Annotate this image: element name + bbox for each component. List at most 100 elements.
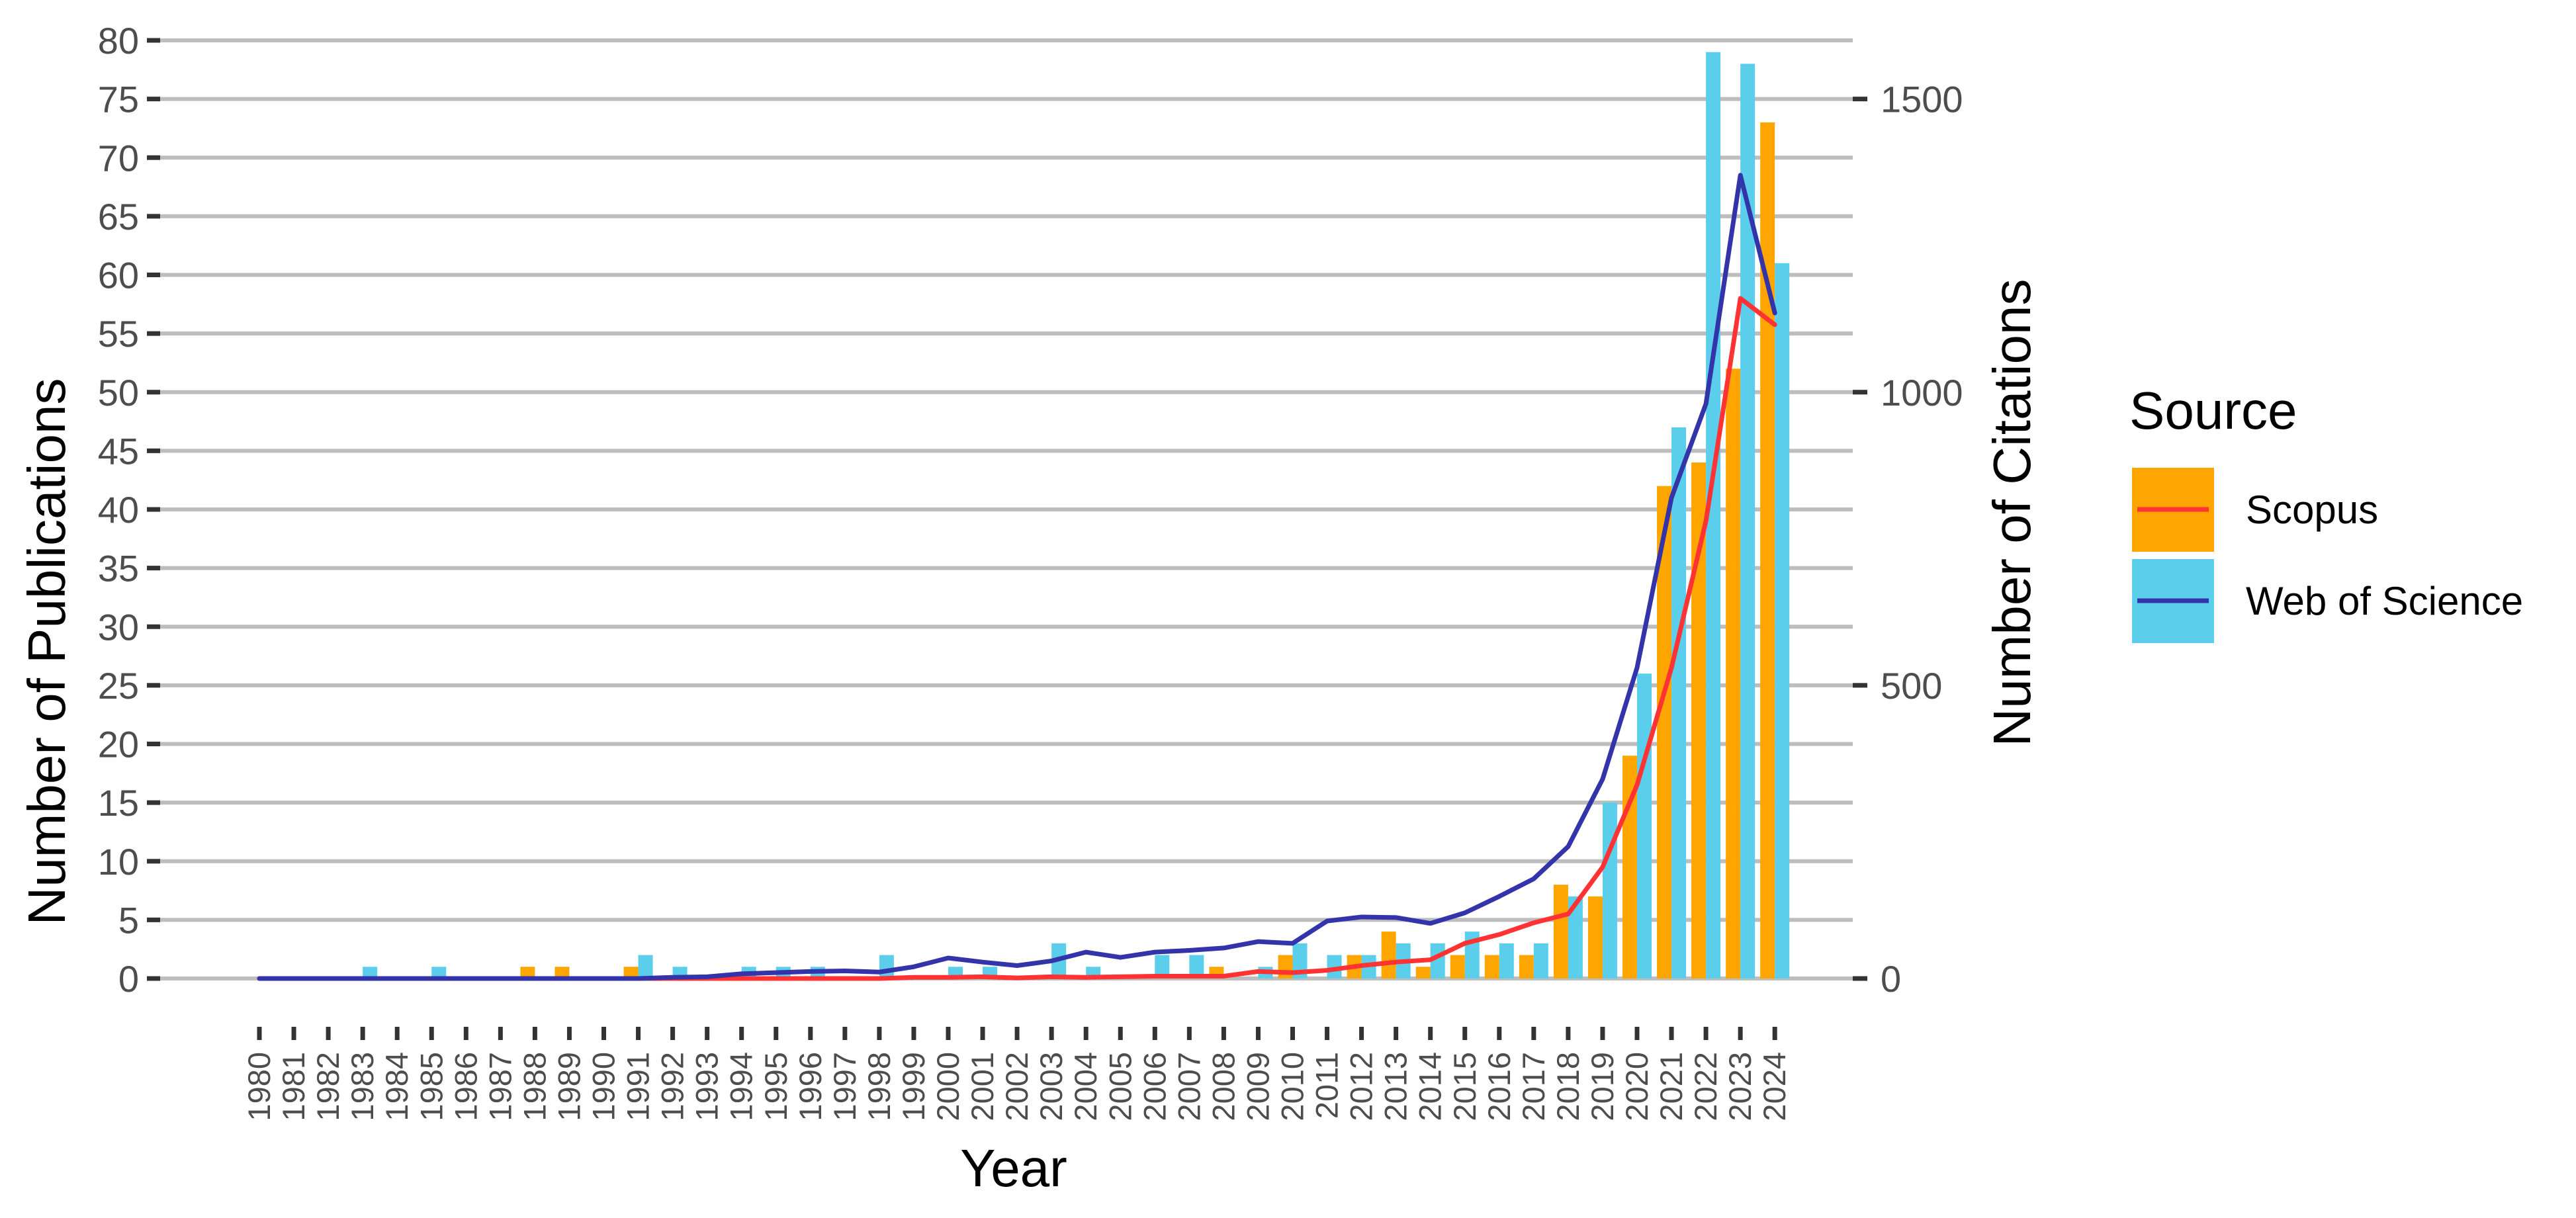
x-tick-label: 2005 bbox=[1102, 1052, 1137, 1121]
y-tick-label: 30 bbox=[98, 606, 139, 648]
y-axis-title: Number of Publications bbox=[17, 378, 76, 925]
y-tick-label: 25 bbox=[98, 665, 139, 707]
x-tick-label: 2003 bbox=[1034, 1052, 1069, 1121]
bar-scopus bbox=[1381, 932, 1396, 979]
x-tick-label: 1997 bbox=[827, 1052, 862, 1121]
bar-web-of-science bbox=[1637, 674, 1652, 979]
x-tick-label: 2001 bbox=[965, 1052, 1000, 1121]
line-scopus-citations bbox=[257, 296, 1777, 981]
y-tick-label: 75 bbox=[98, 79, 139, 120]
x-tick-label: 1987 bbox=[482, 1052, 517, 1121]
bar-web-of-science bbox=[638, 955, 653, 979]
bar-scopus bbox=[623, 967, 639, 979]
legend-label: Scopus bbox=[2246, 488, 2378, 532]
bar-scopus bbox=[555, 967, 570, 979]
x-tick-label: 2009 bbox=[1240, 1052, 1275, 1121]
x-tick-label: 1994 bbox=[724, 1052, 759, 1121]
bar-scopus bbox=[1760, 122, 1775, 979]
secondary-y-axis-title: Number of Citations bbox=[1982, 279, 2041, 747]
x-tick-label: 1986 bbox=[448, 1052, 483, 1121]
x-tick-label: 1984 bbox=[379, 1052, 414, 1121]
x-tick-label: 1996 bbox=[793, 1052, 828, 1121]
x-tick-label: 2004 bbox=[1068, 1052, 1103, 1121]
bar-web-of-science bbox=[1671, 427, 1687, 979]
legend: Source Scopus Web of Science bbox=[2129, 381, 2523, 643]
x-tick-label: 2024 bbox=[1757, 1052, 1792, 1121]
x-tick-label: 2012 bbox=[1344, 1052, 1379, 1121]
bar-web-of-science bbox=[1602, 803, 1617, 979]
y-tick-label: 40 bbox=[98, 489, 139, 531]
y2-tick-label: 500 bbox=[1881, 665, 1942, 707]
y-tick-label: 0 bbox=[118, 958, 139, 1000]
axis-layer: 0 5 10 15 20 25 30 35 40 45 50 55 60 65 70 75 80 0 500 1000… bbox=[98, 20, 1963, 1121]
y-tick-label: 55 bbox=[98, 313, 139, 355]
x-tick-label: 2014 bbox=[1413, 1052, 1448, 1121]
x-tick-label: 2011 bbox=[1310, 1052, 1345, 1119]
x-tick-label: 1999 bbox=[896, 1052, 931, 1121]
bar-web-of-science bbox=[1568, 896, 1583, 979]
x-tick-label: 2002 bbox=[999, 1052, 1034, 1121]
line-web-of-science-citations bbox=[257, 173, 1777, 981]
x-tick-label: 1988 bbox=[517, 1052, 552, 1121]
bar-web-of-science bbox=[879, 955, 894, 979]
y-tick-label: 80 bbox=[98, 20, 139, 62]
x-tick-label: 1991 bbox=[621, 1052, 656, 1121]
x-tick-label: 2018 bbox=[1550, 1052, 1585, 1121]
bar-scopus bbox=[1657, 486, 1672, 979]
bar-web-of-science bbox=[1740, 64, 1755, 979]
y-tick-label: 35 bbox=[98, 548, 139, 589]
line-layer bbox=[257, 173, 1777, 981]
x-tick-label: 2023 bbox=[1722, 1052, 1757, 1121]
bar-scopus bbox=[1587, 896, 1603, 979]
x-tick-label: 1992 bbox=[655, 1052, 690, 1121]
bar-scopus bbox=[1726, 369, 1741, 979]
bar-web-of-science bbox=[1189, 955, 1204, 979]
bar-web-of-science bbox=[1327, 955, 1342, 979]
y-tick-label: 45 bbox=[98, 430, 139, 472]
x-tick-label: 2019 bbox=[1585, 1052, 1620, 1121]
x-tick-label: 1980 bbox=[242, 1052, 277, 1121]
x-tick-label: 2013 bbox=[1378, 1052, 1413, 1121]
x-tick-label: 1995 bbox=[758, 1052, 793, 1121]
x-tick-label: 2015 bbox=[1447, 1052, 1482, 1121]
bar-scopus bbox=[1415, 967, 1431, 979]
y2-tick-label: 0 bbox=[1881, 958, 1901, 1000]
bar-layer bbox=[363, 52, 1790, 979]
x-tick-label: 2006 bbox=[1137, 1052, 1172, 1121]
y-tick-label: 15 bbox=[98, 782, 139, 824]
x-tick-label: 2007 bbox=[1171, 1052, 1206, 1121]
bar-scopus bbox=[1450, 955, 1465, 979]
y-tick-label: 70 bbox=[98, 137, 139, 179]
bar-web-of-science bbox=[1775, 263, 1790, 979]
x-tick-label: 2017 bbox=[1516, 1052, 1551, 1121]
x-tick-label: 1990 bbox=[586, 1052, 621, 1121]
y-tick-label: 10 bbox=[98, 841, 139, 883]
x-tick-label: 2021 bbox=[1654, 1052, 1689, 1121]
bar-web-of-science bbox=[1533, 943, 1548, 979]
y2-tick-label: 1500 bbox=[1881, 79, 1963, 120]
x-tick-label: 1983 bbox=[345, 1052, 380, 1121]
y-tick-label: 50 bbox=[98, 372, 139, 413]
legend-label: Web of Science bbox=[2246, 579, 2523, 623]
y-tick-label: 5 bbox=[118, 899, 139, 941]
x-tick-label: 2010 bbox=[1275, 1052, 1310, 1121]
bar-web-of-science bbox=[363, 967, 378, 979]
x-tick-label: 1981 bbox=[276, 1052, 311, 1121]
y-tick-label: 65 bbox=[98, 196, 139, 238]
x-tick-label: 2022 bbox=[1688, 1052, 1723, 1121]
x-tick-label: 1989 bbox=[551, 1052, 586, 1121]
x-tick-label: 2008 bbox=[1206, 1052, 1241, 1121]
bar-scopus bbox=[1278, 955, 1293, 979]
x-tick-label: 2000 bbox=[930, 1052, 965, 1121]
bar-web-of-science bbox=[1499, 943, 1514, 979]
x-tick-label: 1982 bbox=[310, 1052, 345, 1121]
grid-layer bbox=[154, 38, 1853, 980]
bar-web-of-science bbox=[1706, 52, 1721, 979]
x-axis-title: Year bbox=[960, 1139, 1067, 1197]
x-tick-label: 2016 bbox=[1482, 1052, 1517, 1121]
x-tick-label: 1985 bbox=[414, 1052, 449, 1121]
y-tick-label: 60 bbox=[98, 255, 139, 296]
y2-tick-label: 1000 bbox=[1881, 372, 1963, 413]
